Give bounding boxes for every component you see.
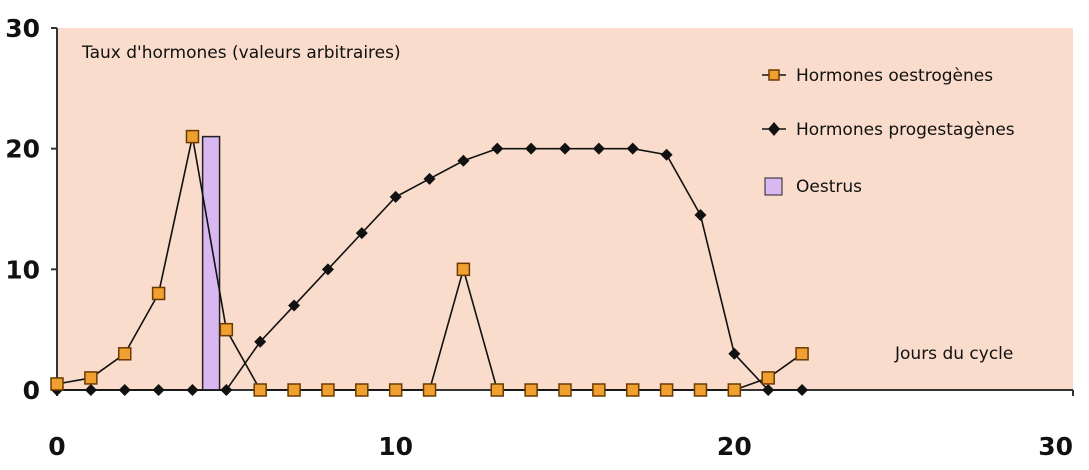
- oestrogen-point: [693, 383, 708, 397]
- oestrogen-point: [727, 383, 742, 397]
- progestagen-point: [728, 347, 741, 360]
- y-tick-label: 0: [23, 376, 40, 405]
- oestrogen-point: [185, 129, 200, 144]
- y-tick-label: 10: [5, 255, 40, 284]
- oestrogen-point: [422, 383, 437, 397]
- oestrogen-point: [287, 383, 301, 397]
- legend: Hormones oestrogènes Hormones progestagè…: [762, 66, 1015, 197]
- oestrogen-point: [219, 322, 234, 337]
- oestrogen-point: [388, 383, 403, 397]
- legend-oestrus-swatch: [764, 177, 783, 196]
- progestagen-point: [321, 263, 334, 276]
- legend-oestrogen-label: Hormones oestrogènes: [796, 66, 993, 86]
- progestagen-point: [491, 142, 504, 155]
- oestrogen-point: [761, 371, 775, 385]
- progestagen-point: [152, 384, 165, 396]
- oestrogen-point: [592, 383, 606, 397]
- progestagen-point: [118, 384, 131, 396]
- x-tick-label: 10: [378, 432, 413, 461]
- oestrogen-point: [456, 262, 471, 277]
- oestrogen-point: [253, 383, 267, 397]
- y-tick-label: 30: [5, 14, 40, 43]
- progestagen-point: [559, 142, 571, 155]
- progestagen-point: [84, 384, 97, 396]
- progestagen-point: [762, 384, 775, 396]
- oestrogen-point: [117, 347, 132, 361]
- progestagen-point: [220, 384, 233, 396]
- legend-oestrogen-marker: [768, 69, 780, 81]
- oestrogen-point: [490, 383, 505, 397]
- oestrogen-point: [558, 383, 572, 397]
- progestagen-point: [186, 384, 199, 396]
- oestrogen-point: [50, 377, 64, 391]
- progestagen-point: [457, 154, 470, 167]
- legend-oestrus-label: Oestrus: [796, 177, 862, 197]
- oestrogen-point: [524, 383, 538, 397]
- oestrogen-point: [321, 383, 335, 397]
- oestrogen-point: [659, 383, 674, 397]
- legend-progestagen-label: Hormones progestagènes: [796, 120, 1015, 140]
- x-tick-label: 30: [1038, 432, 1073, 461]
- oestrogen-point: [151, 286, 166, 301]
- progestagen-point: [796, 384, 809, 396]
- x-tick-label: 20: [717, 432, 752, 461]
- legend-progestagen-marker: [768, 122, 780, 136]
- progestagen-point: [592, 142, 605, 155]
- progestagen-point: [525, 142, 538, 155]
- oestrogen-point: [84, 371, 98, 385]
- x-tick-label: 0: [48, 432, 65, 461]
- progestagen-point: [626, 142, 639, 155]
- x-axis-label: Jours du cycle: [894, 344, 1013, 364]
- progestagen-point: [660, 148, 673, 161]
- progestagen-point: [288, 299, 301, 312]
- oestrogen-point: [625, 383, 640, 397]
- y-tick-label: 20: [5, 135, 40, 164]
- oestrus-bar: [201, 135, 221, 391]
- chart-title: Taux d'hormones (valeurs arbitraires): [81, 43, 401, 63]
- progestagen-point: [254, 335, 267, 348]
- oestrogen-point: [795, 347, 809, 361]
- progestagen-point: [694, 209, 707, 222]
- progestagen-point: [423, 172, 436, 185]
- progestagen-point: [355, 227, 368, 240]
- oestrogen-point: [355, 383, 369, 397]
- progestagen-point: [389, 190, 402, 203]
